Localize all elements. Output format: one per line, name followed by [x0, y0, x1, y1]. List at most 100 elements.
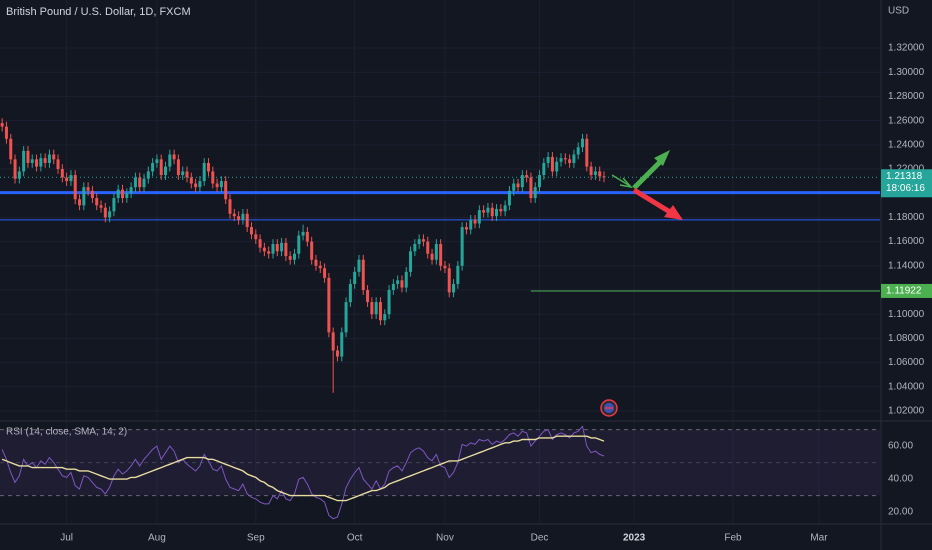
y-tick-label: 1.06000: [888, 357, 925, 368]
candle-body: [232, 213, 236, 217]
candle-body: [56, 159, 60, 170]
candle-body: [400, 280, 404, 288]
candle-body: [495, 208, 499, 217]
candle-body: [546, 156, 550, 163]
candle-body: [409, 251, 413, 272]
candle-body: [542, 162, 546, 176]
candle-body: [0, 123, 4, 127]
rsi-title: RSI (14, close, SMA, 14, 2): [6, 427, 127, 438]
candle-body: [533, 187, 537, 199]
x-tick-label: 2023: [623, 533, 646, 544]
candle-body: [452, 283, 456, 293]
candle-body: [314, 259, 318, 266]
candle-body: [60, 169, 64, 178]
candle-body: [254, 234, 258, 240]
y-tick-label: 1.22000: [888, 164, 925, 175]
countdown-label: 18:06:16: [886, 183, 925, 194]
candle-body: [73, 175, 77, 200]
x-tick-label: Feb: [724, 533, 742, 544]
candle-body: [538, 175, 542, 188]
candle-body: [151, 162, 155, 172]
candle-body: [477, 210, 481, 224]
candle-body: [370, 302, 374, 315]
candle-body: [95, 198, 99, 206]
rsi-tick-label: 60.00: [888, 441, 913, 452]
y-tick-label: 1.26000: [888, 115, 925, 126]
candle-body: [421, 239, 425, 242]
candle-body: [155, 159, 159, 163]
candle-body: [464, 227, 468, 230]
x-tick-label: Dec: [531, 533, 549, 544]
y-tick-label: 1.32000: [888, 43, 925, 54]
candle-body: [176, 159, 180, 176]
x-tick-label: Oct: [347, 533, 363, 544]
candle-body: [439, 244, 443, 266]
candle-body: [185, 171, 189, 178]
candle-body: [525, 175, 529, 178]
candle-body: [473, 219, 477, 224]
red-arrow-head: [664, 205, 683, 220]
candle-body: [559, 158, 563, 162]
y-tick-label: 1.10000: [888, 309, 925, 320]
candle-body: [550, 156, 554, 172]
candle-body: [529, 177, 533, 199]
candle-body: [353, 271, 357, 284]
candle-body: [172, 154, 176, 160]
candle-body: [215, 183, 219, 188]
candle-body: [598, 171, 602, 177]
y-tick-label: 1.16000: [888, 236, 925, 247]
candle-body: [301, 231, 305, 236]
candle-body: [434, 244, 438, 260]
candle-body: [447, 268, 451, 293]
candle-body: [563, 158, 567, 160]
candle-body: [297, 235, 301, 254]
candle-body: [202, 162, 206, 182]
candle-body: [267, 251, 271, 254]
candle-body: [378, 302, 382, 321]
y-tick-label: 1.30000: [888, 67, 925, 78]
y-tick-label: 1.08000: [888, 333, 925, 344]
candle-body: [219, 181, 223, 188]
candle-body: [482, 210, 486, 213]
candle-body: [413, 244, 417, 252]
candle-body: [310, 241, 314, 260]
candle-body: [581, 138, 585, 148]
candle-body: [507, 190, 511, 206]
y-tick-label: 1.02000: [888, 406, 925, 417]
green-arrow: [632, 160, 662, 190]
candle-body: [90, 190, 94, 199]
candle-body: [103, 207, 107, 218]
candle-body: [327, 277, 331, 333]
candle-body: [164, 166, 168, 176]
candle-body: [43, 158, 47, 163]
candle-body: [555, 161, 559, 172]
candle-body: [26, 150, 30, 163]
last-price-tag: [881, 169, 932, 198]
candle-body: [129, 187, 133, 194]
candle-body: [374, 302, 378, 315]
candle-body: [387, 289, 391, 315]
candle-body: [366, 289, 370, 303]
candle-body: [469, 219, 473, 230]
last-price-label: 1.21318: [886, 171, 923, 182]
candle-body: [159, 159, 163, 176]
candle-body: [78, 199, 82, 206]
candle-body: [520, 175, 524, 188]
candle-body: [241, 213, 245, 220]
candle-body: [47, 154, 51, 163]
candle-body: [348, 283, 352, 303]
candle-body: [443, 265, 447, 269]
y-tick-label: 1.28000: [888, 91, 925, 102]
candle-body: [52, 154, 56, 160]
x-tick-label: Mar: [810, 533, 828, 544]
candle-body: [9, 138, 13, 160]
forecast-arrows: [611, 150, 683, 220]
y-tick-label: 1.04000: [888, 381, 925, 392]
candle-body: [181, 171, 185, 176]
candle-body: [249, 227, 253, 235]
candle-body: [460, 227, 464, 266]
candle-body: [206, 162, 211, 172]
red-arrow: [632, 187, 672, 215]
rsi-line: [1, 435, 605, 502]
